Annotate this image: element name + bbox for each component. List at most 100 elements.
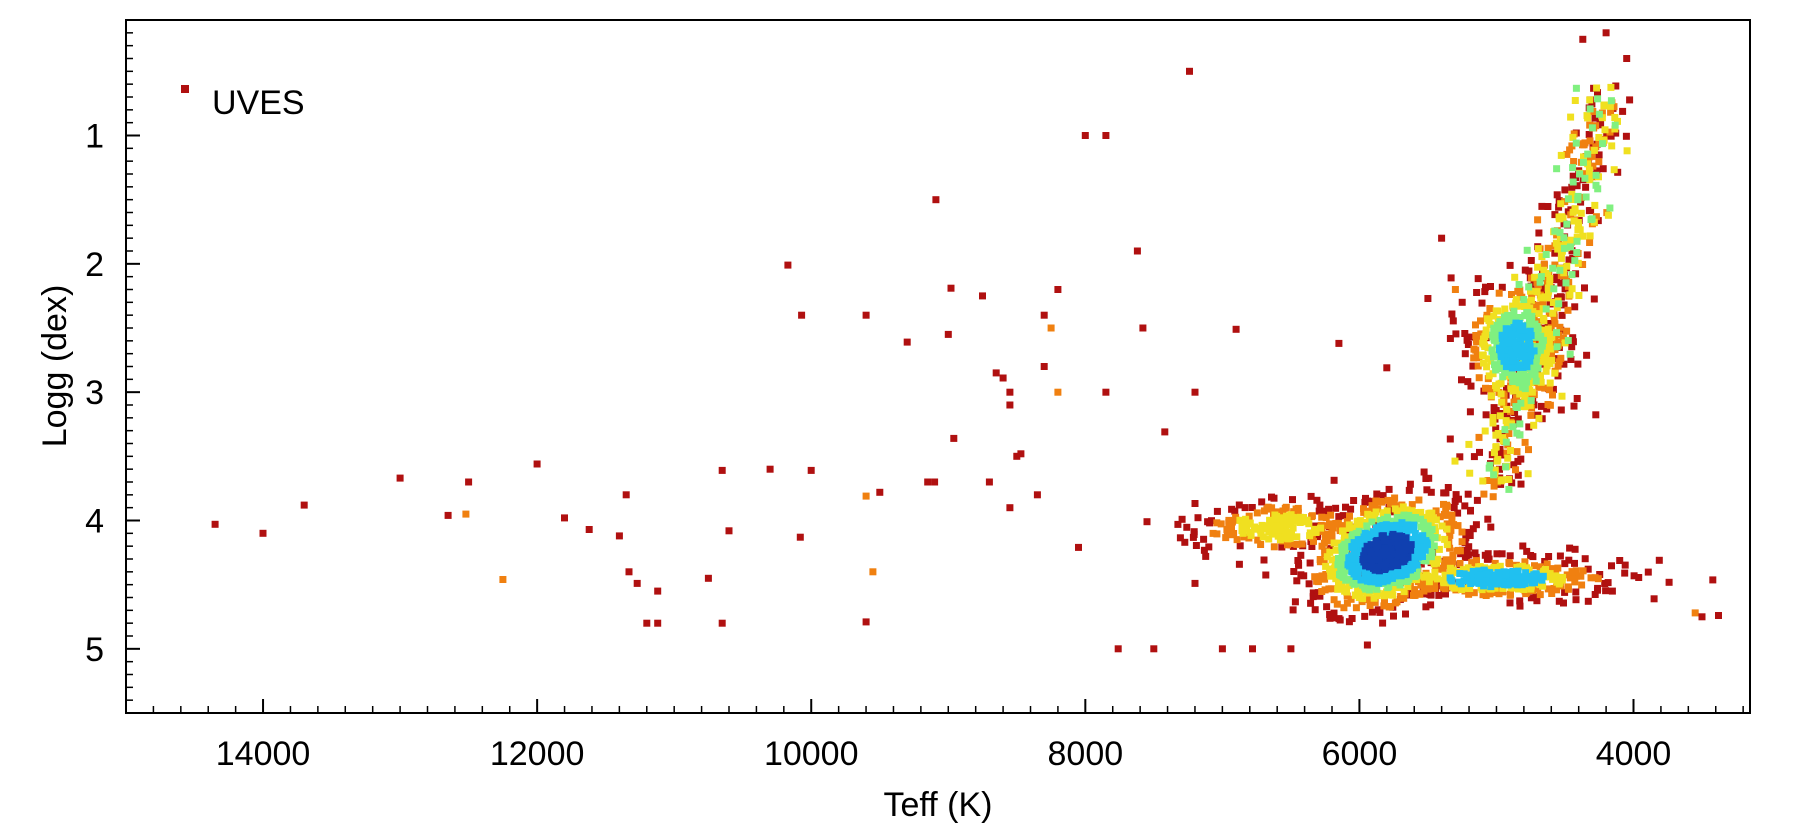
main-sequence-point [1464,564,1472,572]
giant-branch-point [1536,278,1544,286]
main-sequence-point [1208,517,1215,525]
giant-branch-point [1607,108,1615,116]
main-sequence-point [1454,522,1462,530]
main-sequence-point [1293,540,1301,548]
main-sequence-point [1241,504,1249,512]
main-sequence-point [1370,594,1378,602]
red-clump-point [1497,353,1505,360]
main-sequence-point [1561,588,1569,596]
main-sequence-point [1463,547,1471,555]
main-sequence-point [1364,497,1372,505]
main-sequence-point [1534,585,1542,593]
main-sequence-point [1572,588,1580,596]
red-clump-point [1533,343,1541,351]
red-clump-point [1556,323,1564,331]
main-sequence-point [1330,609,1338,617]
giant-branch-point [1626,96,1634,104]
red-clump-point [1449,317,1457,325]
main-sequence-point [1406,480,1414,488]
data-point [1186,67,1193,75]
red-clump-point [1548,333,1556,341]
giant-branch-point [1496,445,1504,453]
data-point [1602,29,1610,37]
giant-branch-point [1527,411,1535,419]
giant-branch-point [1551,227,1559,235]
main-sequence-point [1327,511,1335,519]
main-sequence-point [1273,512,1281,520]
main-sequence-point [1332,575,1340,583]
main-sequence-point [1422,571,1430,579]
main-sequence-point [1380,561,1387,569]
red-clump-point [1504,332,1512,340]
main-sequence-point [1340,536,1348,544]
giant-branch-point [1524,470,1532,478]
red-clump-point [1509,347,1516,355]
main-sequence-point [1191,500,1199,507]
giant-branch-point [1569,178,1577,186]
red-clump-point [1475,374,1483,382]
main-sequence-point [1515,585,1522,593]
giant-branch-point [1572,139,1580,147]
main-sequence-point [1318,513,1326,521]
red-clump-point [1554,362,1562,370]
red-clump-point [1570,402,1578,410]
data-point [1114,645,1122,653]
x-axis-title: Teff (K) [884,786,993,823]
giant-branch-point [1501,429,1509,437]
giant-branch-point [1569,208,1577,216]
main-sequence-point [1401,539,1409,547]
giant-branch-point [1574,219,1582,226]
main-sequence-point [1354,586,1362,594]
main-sequence-point [1231,507,1239,515]
main-sequence-point [1294,557,1302,564]
data-point [979,292,986,300]
red-clump-point [1517,341,1525,349]
red-clump-point [1512,326,1520,334]
main-sequence-point [1263,505,1271,513]
main-sequence-point [1256,526,1264,534]
giant-branch-point [1549,264,1557,272]
main-sequence-point [1298,540,1306,548]
red-clump-point [1509,337,1517,345]
main-sequence-point [1470,589,1478,597]
main-sequence-point [1523,547,1531,555]
main-sequence-point [1440,489,1448,497]
main-sequence-point [1350,539,1358,547]
red-clump-point [1486,305,1494,312]
main-sequence-point [1591,574,1599,582]
main-sequence-point [1305,520,1313,528]
main-sequence-point [1381,517,1389,525]
giant-branch-point [1580,153,1587,161]
red-clump-point [1525,339,1533,347]
main-sequence-point [1283,534,1291,542]
giant-branch-point [1481,427,1489,435]
main-sequence-point [1371,598,1379,606]
main-sequence-point [1568,568,1576,576]
giant-branch-point [1498,476,1506,484]
main-sequence-point [1435,545,1443,553]
main-sequence-point [1475,579,1483,587]
red-clump-point [1486,321,1494,328]
red-clump-point [1477,317,1484,325]
main-sequence-point [1414,536,1422,544]
giant-branch-point [1563,327,1571,335]
main-sequence-point [1323,603,1331,611]
main-sequence-point [1446,435,1454,443]
red-clump-point [1495,380,1503,388]
main-sequence-point [1293,577,1301,585]
main-sequence-point [1458,586,1466,593]
giant-branch-point [1538,202,1546,210]
main-sequence-point [1493,550,1501,558]
main-sequence-point [1270,543,1278,551]
data-point [1698,613,1706,621]
red-clump-point [1469,362,1477,370]
red-clump-point [1482,384,1489,392]
main-sequence-point [1547,573,1554,581]
main-sequence-point [1482,570,1490,578]
giant-branch-point [1549,391,1556,399]
main-sequence-point [1363,641,1371,649]
red-clump-point [1527,352,1535,360]
main-sequence-point [1538,575,1545,583]
data-point [1040,311,1048,319]
main-sequence-point [1384,539,1392,547]
